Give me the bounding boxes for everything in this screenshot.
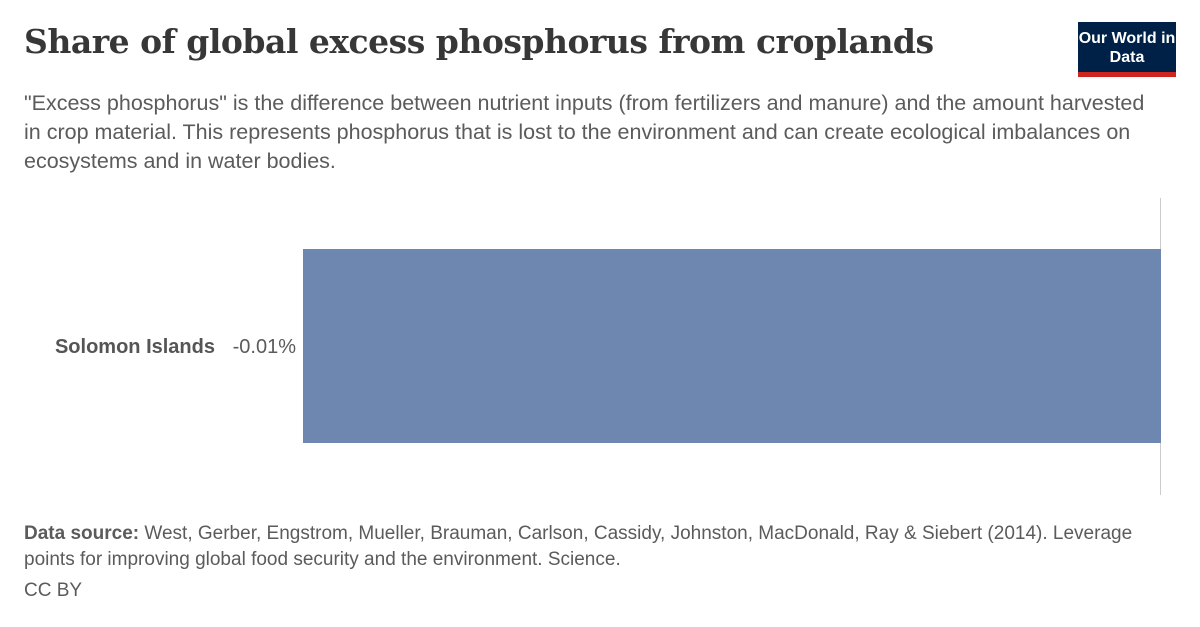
bar[interactable] — [303, 249, 1161, 443]
chart-subtitle: "Excess phosphorus" is the difference be… — [24, 91, 1145, 173]
license[interactable]: CC BY — [24, 580, 83, 601]
value-label: -0.01% — [233, 336, 297, 358]
data-source: Data source: West, Gerber, Engstrom, Mue… — [24, 521, 1174, 573]
source-text: West, Gerber, Engstrom, Mueller, Brauman… — [24, 523, 1133, 570]
source-label: Data source: — [24, 523, 140, 544]
category-label: Solomon Islands — [55, 336, 215, 358]
owid-logo[interactable]: Our World in Data — [1078, 22, 1176, 77]
chart-title: Share of global excess phosphorus from c… — [24, 22, 934, 61]
